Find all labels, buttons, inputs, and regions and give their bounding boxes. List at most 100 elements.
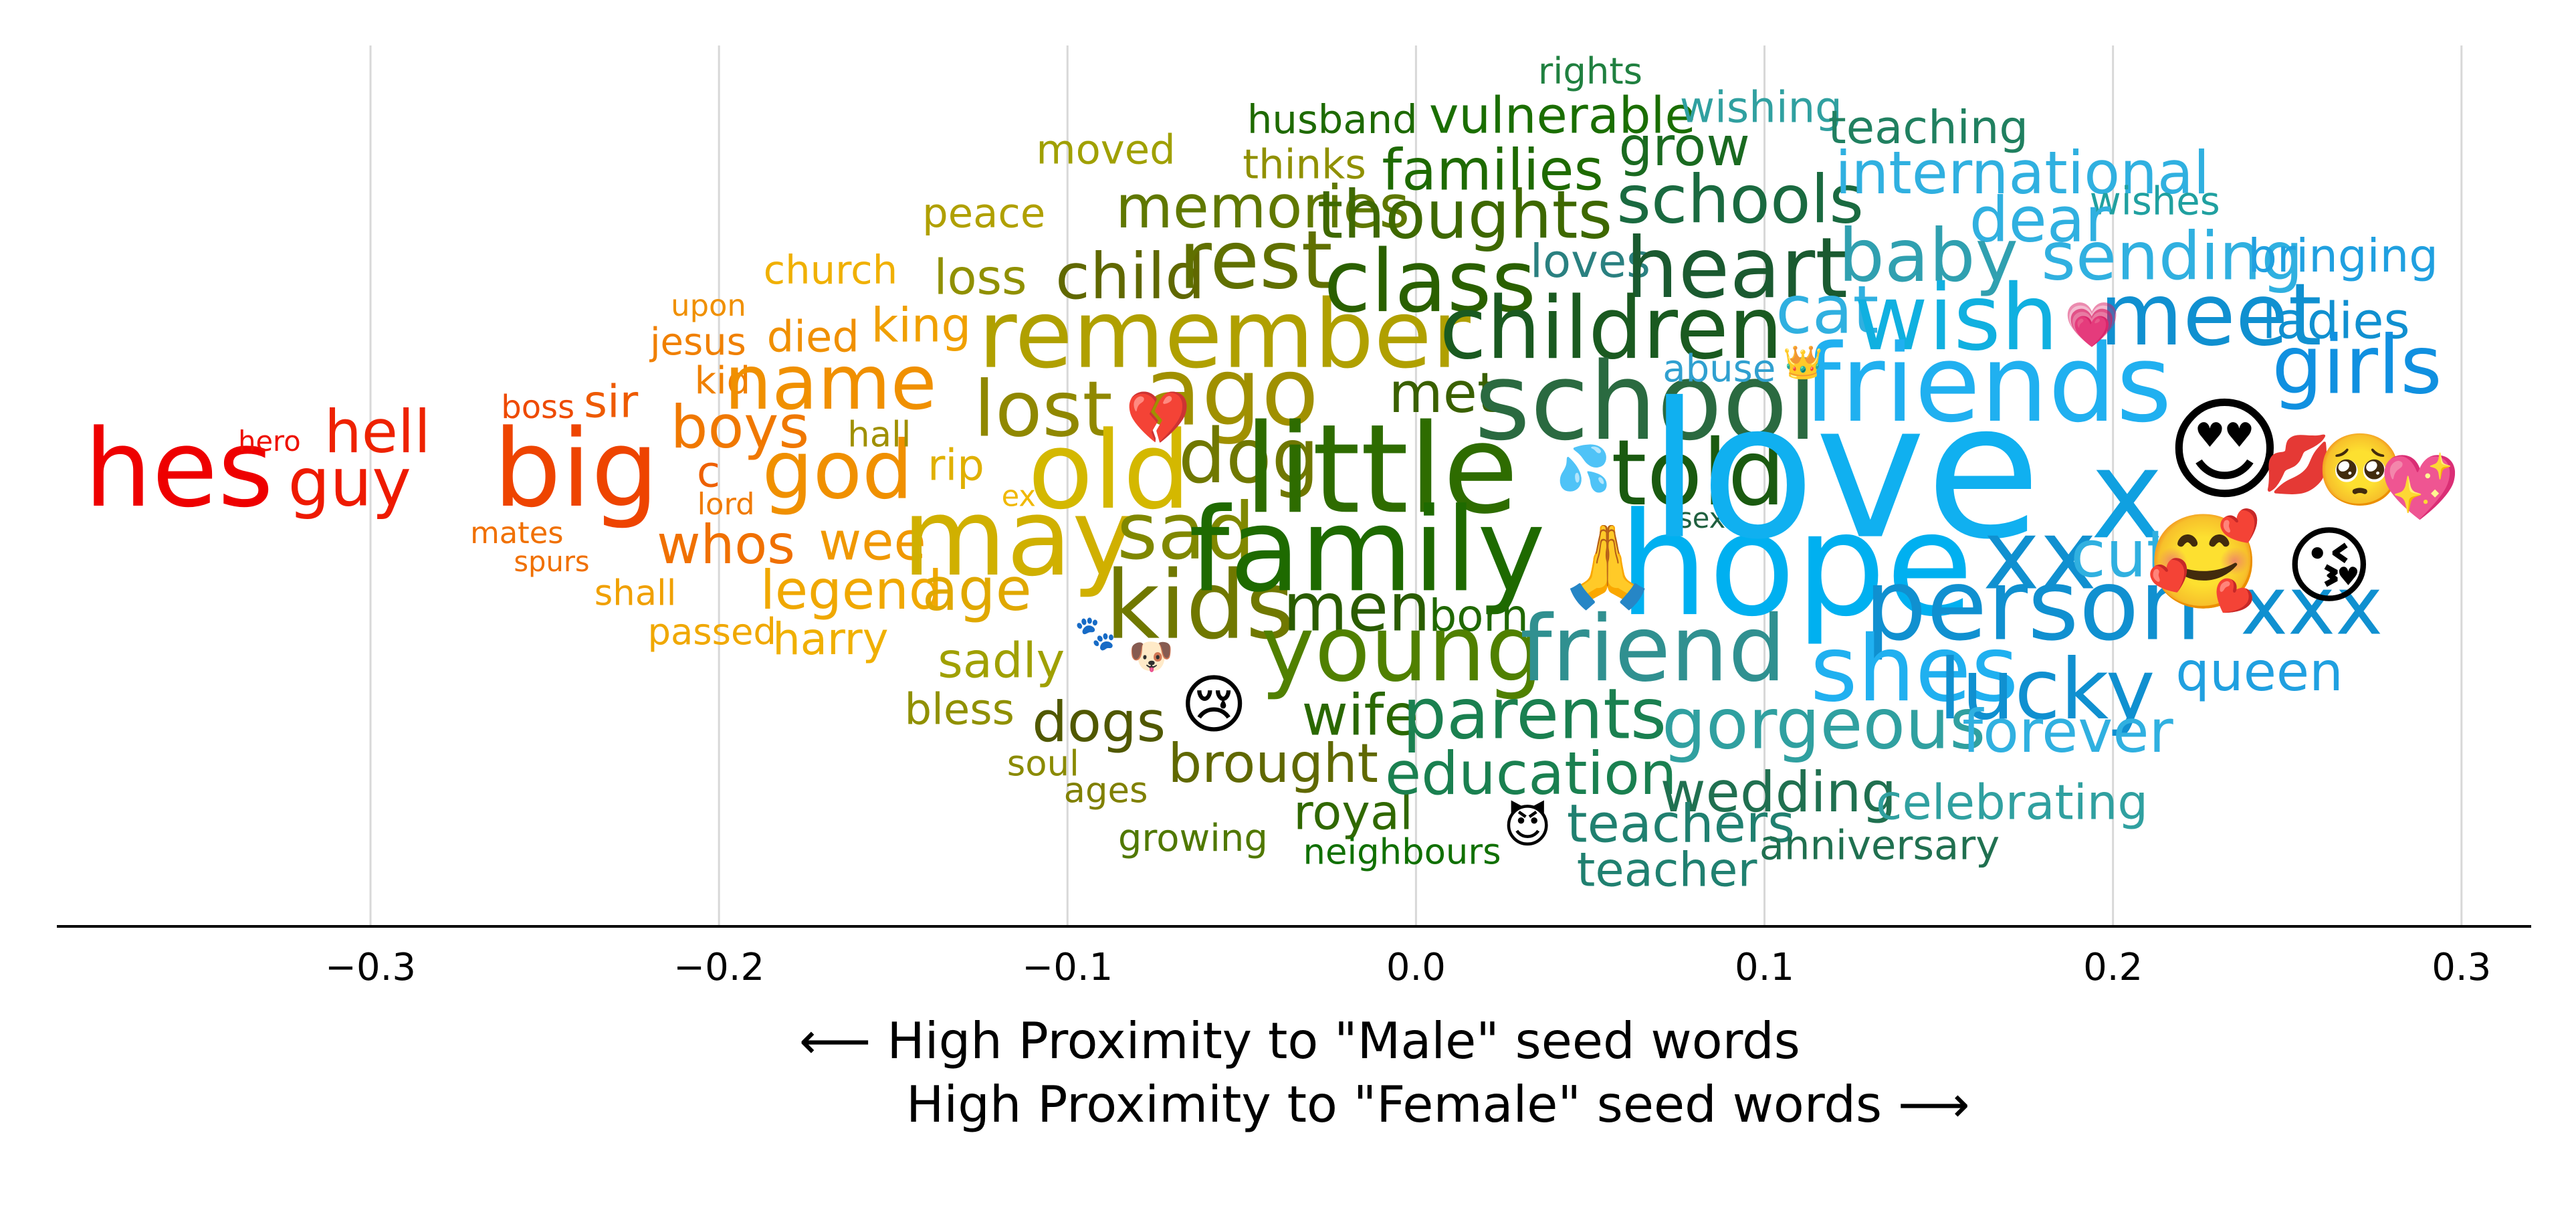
- word-little: little: [1244, 398, 1519, 541]
- word-friends: friends: [1803, 321, 2171, 446]
- smiling-imp-emoji: 😈: [1503, 799, 1552, 853]
- broken-heart-emoji: 💔: [1125, 388, 1191, 448]
- word-ago: ago: [1144, 338, 1319, 447]
- word-church: church: [764, 247, 898, 293]
- word-heart: heart: [1626, 220, 1848, 317]
- word-loves: loves: [1530, 235, 1650, 288]
- kiss-mark-emoji: 💋: [2263, 431, 2333, 497]
- word-cute: cute: [2070, 516, 2211, 591]
- word-xxx: xxx: [2240, 561, 2383, 653]
- word-boys: boys: [671, 393, 810, 462]
- word-queen: queen: [2175, 641, 2343, 703]
- word-child: child: [1055, 240, 1205, 314]
- word-died: died: [767, 313, 859, 363]
- word-passed: passed: [647, 611, 776, 653]
- word-lord: lord: [697, 486, 755, 522]
- word-meet: meet: [2099, 266, 2321, 365]
- word-sad: sad: [1117, 486, 1255, 577]
- word-born: born: [1429, 591, 1529, 641]
- x-tick-label: 0.3: [2432, 946, 2491, 989]
- word-wee: wee: [819, 511, 926, 572]
- word-wishes: wishes: [2090, 179, 2220, 224]
- word-wedding: wedding: [1660, 760, 1897, 825]
- word-wish: wish: [1854, 266, 2058, 371]
- dog-face-emoji: 🐶: [1129, 635, 1174, 678]
- word-spurs: spurs: [514, 545, 589, 578]
- word-god: god: [762, 425, 913, 518]
- heart-eyes-emoji: 😍: [2166, 385, 2283, 516]
- word-vulnerable: vulnerable: [1429, 86, 1696, 145]
- word-international: international: [1835, 138, 2210, 207]
- folded-hands-emoji: 🙏: [1558, 520, 1657, 613]
- word-rest: rest: [1179, 215, 1333, 308]
- word-families: families: [1382, 136, 1603, 203]
- word-abuse: abuse: [1662, 347, 1776, 391]
- word-kid: kid: [695, 359, 751, 403]
- word-ages: ages: [1064, 771, 1148, 811]
- word-wishing: wishing: [1680, 84, 1842, 133]
- crying-face-emoji: 😢: [1180, 667, 1247, 742]
- x-tick-label: −0.2: [673, 946, 764, 989]
- word-old: old: [1028, 408, 1191, 533]
- word-lost: lost: [974, 365, 1113, 455]
- smiling-hearts-emoji: 🥰: [2146, 507, 2261, 616]
- word-young: young: [1261, 597, 1543, 702]
- word-family: family: [1189, 483, 1545, 617]
- word-growing: growing: [1118, 817, 1268, 860]
- x-tick-label: 0.1: [1735, 946, 1794, 989]
- word-teacher: teacher: [1577, 843, 1757, 898]
- word-dear: dear: [1969, 183, 2111, 256]
- word-sending: sending: [2041, 218, 2303, 295]
- word-name: name: [724, 340, 937, 427]
- word-mates: mates: [470, 515, 564, 550]
- word-remember: remember: [978, 280, 1471, 390]
- word-schools: schools: [1616, 161, 1864, 238]
- word-friend: friend: [1520, 597, 1786, 702]
- word-shes: shes: [1810, 617, 2019, 722]
- word-loss: loss: [934, 249, 1027, 306]
- word-thoughts: thoughts: [1317, 177, 1613, 254]
- word-upon: upon: [671, 288, 746, 323]
- word-lucky: lucky: [1939, 641, 2155, 738]
- sweat-droplets-emoji: 💦: [1555, 441, 1610, 495]
- word-hall: hall: [847, 415, 911, 456]
- sparkling-heart-emoji: 💖: [2379, 449, 2460, 524]
- face-blowing-kiss-emoji: 😘: [2285, 517, 2373, 615]
- crown-emoji: 👑: [1783, 344, 1823, 381]
- word-sir: sir: [584, 376, 639, 428]
- x-tick-label: −0.1: [1022, 946, 1113, 989]
- word-baby: baby: [1838, 213, 2018, 298]
- word-hes: hes: [84, 406, 274, 531]
- word-memories: memories: [1115, 173, 1410, 241]
- word-anniversary: anniversary: [1759, 823, 2000, 870]
- word-cat: cat: [1776, 272, 1879, 348]
- word-hope: hope: [1618, 482, 1973, 648]
- word-celebrating: celebrating: [1876, 775, 2148, 831]
- x-tick-label: −0.3: [325, 946, 416, 989]
- word-dog: dog: [1178, 413, 1319, 500]
- word-x: x: [2090, 423, 2163, 567]
- word-met: met: [1389, 361, 1499, 425]
- word-parents: parents: [1402, 673, 1667, 754]
- word-bless: bless: [904, 686, 1014, 735]
- word-class: class: [1323, 232, 1536, 332]
- word-moved: moved: [1036, 127, 1175, 174]
- word-teachers: teachers: [1567, 793, 1795, 854]
- word-sadly: sadly: [938, 633, 1065, 689]
- word-dogs: dogs: [1032, 690, 1166, 754]
- word-neighbours: neighbours: [1303, 832, 1501, 873]
- word-shall: shall: [595, 573, 677, 614]
- word-gorgeous: gorgeous: [1662, 683, 1985, 765]
- word-soul: soul: [1007, 744, 1079, 785]
- word-wife: wife: [1302, 682, 1419, 748]
- pleading-face-emoji: 🥺: [2317, 429, 2404, 511]
- word-boss: boss: [501, 389, 574, 426]
- word-king: king: [871, 298, 972, 353]
- word-told: told: [1611, 421, 1786, 526]
- word-jesus: jesus: [649, 320, 746, 364]
- grid-lines: [369, 45, 2463, 926]
- word-whos: whos: [657, 514, 795, 576]
- x-tick-label: 0.0: [1386, 946, 1446, 989]
